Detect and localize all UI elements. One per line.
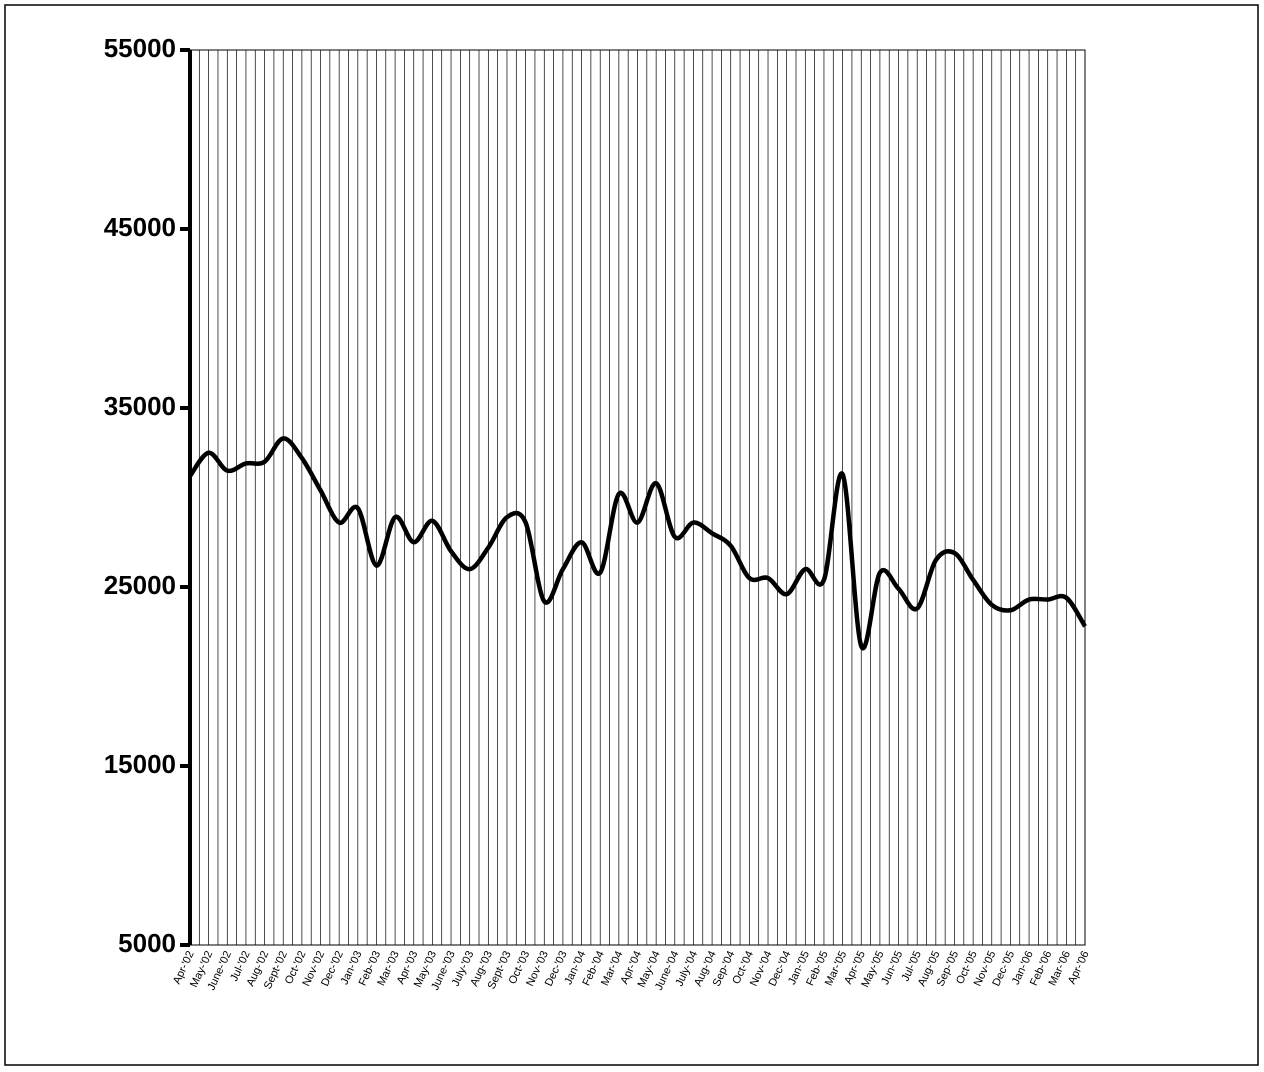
y-tick-label: 45000 [104,212,176,242]
y-tick-label: 5000 [118,928,176,958]
y-tick-label: 25000 [104,570,176,600]
y-tick-label: 55000 [104,33,176,63]
chart-border [4,4,1259,1066]
y-tick-label: 35000 [104,391,176,421]
data-line [188,436,1087,651]
y-tick-label: 15000 [104,749,176,779]
